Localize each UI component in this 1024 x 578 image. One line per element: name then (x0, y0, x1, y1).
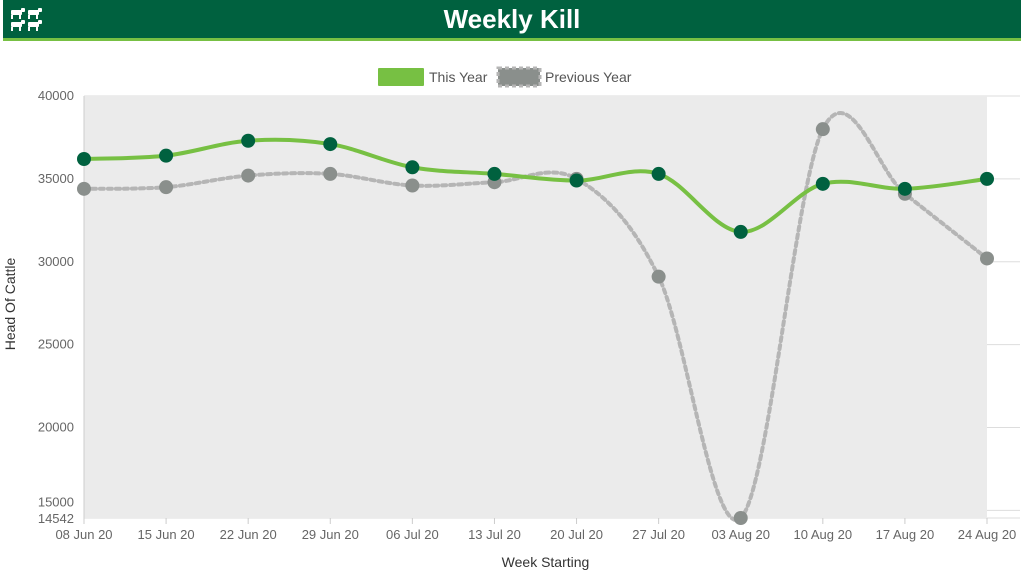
x-tick-label: 06 Jul 20 (386, 527, 439, 542)
x-tick-label: 22 Jun 20 (220, 527, 277, 542)
x-tick-label: 10 Aug 20 (794, 527, 853, 542)
data-point-this-year (569, 173, 584, 188)
chart-series (77, 111, 994, 525)
data-point-this-year (897, 181, 912, 196)
x-tick-label: 20 Jul 20 (550, 527, 603, 542)
data-point-previous-year (980, 251, 994, 266)
x-axis-title: Week Starting (502, 554, 590, 570)
y-tick-label: 14542 (38, 511, 74, 526)
data-point-this-year (405, 160, 420, 175)
x-tick-label: 03 Aug 20 (711, 527, 770, 542)
y-tick-label: 25000 (38, 337, 74, 352)
data-point-previous-year (159, 180, 174, 195)
data-point-this-year (651, 166, 666, 181)
y-tick-label: 30000 (38, 254, 74, 269)
series-line-previous-year (82, 111, 989, 522)
x-tick-label: 15 Jun 20 (138, 527, 195, 542)
chart-legend: This Year Previous Year (378, 66, 632, 88)
y-axis-title: Head Of Cattle (2, 257, 18, 350)
legend-label-previous-year: Previous Year (545, 69, 632, 85)
header-bar: Weekly Kill (3, 0, 1021, 41)
x-tick-label: 27 Jul 20 (632, 527, 685, 542)
data-point-this-year (815, 176, 830, 191)
x-tick-label: 13 Jul 20 (468, 527, 521, 542)
data-point-previous-year (323, 166, 338, 181)
data-point-this-year (159, 148, 174, 163)
data-point-previous-year (733, 511, 748, 525)
data-point-this-year (980, 171, 994, 186)
legend-swatch-this-year (378, 68, 424, 86)
y-tick-label: 15000 (38, 494, 74, 509)
page-title: Weekly Kill (443, 4, 581, 34)
data-point-previous-year (241, 168, 256, 183)
x-tick-label: 24 Aug 20 (958, 527, 1017, 542)
plot-area (84, 96, 987, 518)
data-point-previous-year (77, 181, 91, 196)
x-tick-label: 17 Aug 20 (876, 527, 935, 542)
legend-swatch-previous-year (496, 66, 542, 88)
y-tick-label: 35000 (38, 171, 74, 186)
data-point-previous-year (815, 122, 830, 137)
data-point-this-year (323, 137, 338, 152)
data-point-this-year (77, 151, 91, 166)
data-point-previous-year (651, 269, 666, 284)
data-point-previous-year (405, 178, 420, 193)
y-tick-label: 20000 (38, 420, 74, 435)
data-point-this-year (241, 133, 256, 148)
x-tick-label: 08 Jun 20 (55, 527, 112, 542)
legend-label-this-year: This Year (429, 69, 488, 85)
x-tick-label: 29 Jun 20 (302, 527, 359, 542)
data-point-this-year (487, 166, 502, 181)
plot-fill (84, 96, 987, 518)
data-point-this-year (733, 224, 748, 239)
cattle-icon (11, 8, 42, 31)
y-tick-label: 40000 (38, 88, 74, 103)
